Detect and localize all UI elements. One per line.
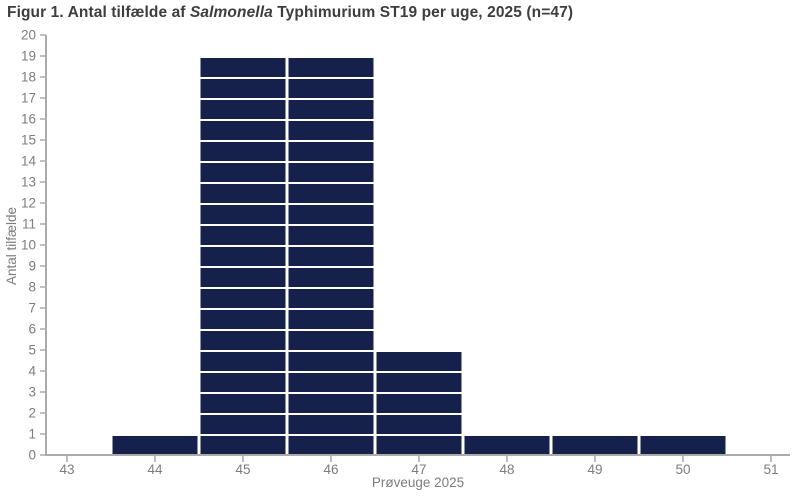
y-tick-label: 4 <box>28 364 36 379</box>
y-tick-label: 13 <box>21 175 36 190</box>
case-box-week-46 <box>288 79 374 98</box>
y-tick-label: 7 <box>28 301 36 316</box>
case-box-week-50 <box>640 436 726 455</box>
y-tick-label: 6 <box>28 322 36 337</box>
case-box-week-47 <box>376 373 462 392</box>
case-box-week-46 <box>288 268 374 287</box>
case-box-week-47 <box>376 394 462 413</box>
case-box-week-46 <box>288 184 374 203</box>
case-box-week-45 <box>200 184 286 203</box>
case-box-week-45 <box>200 352 286 371</box>
figure-title-italic-salmonella: Salmonella <box>189 4 273 21</box>
y-tick-label: 12 <box>21 196 36 211</box>
case-box-week-46 <box>288 352 374 371</box>
case-box-week-45 <box>200 58 286 77</box>
case-box-week-46 <box>288 121 374 140</box>
case-box-week-47 <box>376 436 462 455</box>
case-box-week-45 <box>200 100 286 119</box>
case-box-week-46 <box>288 436 374 455</box>
case-box-week-46 <box>288 100 374 119</box>
y-tick-label: 1 <box>28 427 36 442</box>
y-tick-label: 16 <box>21 112 36 127</box>
x-tick-label: 49 <box>587 462 602 477</box>
y-tick-label: 18 <box>21 70 36 85</box>
case-box-week-45 <box>200 142 286 161</box>
case-box-week-45 <box>200 268 286 287</box>
x-tick-label: 48 <box>499 462 514 477</box>
case-box-week-44 <box>112 436 198 455</box>
x-tick-label: 47 <box>411 462 426 477</box>
x-tick-label: 44 <box>147 462 163 477</box>
y-tick-label: 11 <box>22 217 36 232</box>
case-box-week-45 <box>200 310 286 329</box>
y-tick-label: 19 <box>21 49 36 64</box>
case-box-week-46 <box>288 142 374 161</box>
x-tick-label: 46 <box>323 462 338 477</box>
y-tick-label: 9 <box>28 259 36 274</box>
x-axis-title: Prøveuge 2025 <box>372 475 464 490</box>
case-box-week-45 <box>200 436 286 455</box>
figure-title-prefix: Figur 1. Antal tilfælde af <box>7 4 190 21</box>
bars-group <box>112 58 726 455</box>
y-axis-title: Antal tilfælde <box>4 207 19 285</box>
y-tick-label: 17 <box>21 91 36 106</box>
case-box-week-45 <box>200 121 286 140</box>
y-tick-label: 20 <box>21 28 36 43</box>
case-box-week-45 <box>200 163 286 182</box>
y-tick-label: 0 <box>28 448 36 463</box>
case-box-week-49 <box>552 436 638 455</box>
y-tick-label: 3 <box>28 385 36 400</box>
x-tick-label: 45 <box>235 462 250 477</box>
case-box-week-47 <box>376 352 462 371</box>
case-box-week-46 <box>288 331 374 350</box>
case-box-week-46 <box>288 289 374 308</box>
case-box-week-46 <box>288 247 374 266</box>
case-box-week-45 <box>200 394 286 413</box>
case-box-week-45 <box>200 79 286 98</box>
case-box-week-45 <box>200 205 286 224</box>
case-box-week-46 <box>288 163 374 182</box>
x-tick-label: 51 <box>763 462 778 477</box>
y-tick-label: 10 <box>21 238 36 253</box>
case-box-week-46 <box>288 415 374 434</box>
case-box-week-45 <box>200 331 286 350</box>
x-tick-label: 50 <box>675 462 690 477</box>
case-box-week-45 <box>200 247 286 266</box>
figure-title: Figur 1. Antal tilfælde af Salmonella Ty… <box>7 4 573 22</box>
case-box-week-46 <box>288 58 374 77</box>
case-box-week-45 <box>200 226 286 245</box>
y-tick-label: 2 <box>28 406 36 421</box>
case-box-week-45 <box>200 415 286 434</box>
y-tick-label: 8 <box>28 280 36 295</box>
case-box-week-45 <box>200 373 286 392</box>
case-box-week-48 <box>464 436 550 455</box>
y-tick-label: 15 <box>21 133 36 148</box>
x-tick-label: 43 <box>59 462 74 477</box>
y-tick-label: 5 <box>28 343 36 358</box>
y-tick-label: 14 <box>21 154 37 169</box>
figure-title-suffix: Typhimurium ST19 per uge, 2025 (n=47) <box>272 4 574 21</box>
case-box-week-45 <box>200 289 286 308</box>
case-box-week-46 <box>288 310 374 329</box>
case-box-week-46 <box>288 205 374 224</box>
case-box-week-46 <box>288 226 374 245</box>
case-box-week-46 <box>288 394 374 413</box>
case-box-week-47 <box>376 415 462 434</box>
case-box-week-46 <box>288 373 374 392</box>
